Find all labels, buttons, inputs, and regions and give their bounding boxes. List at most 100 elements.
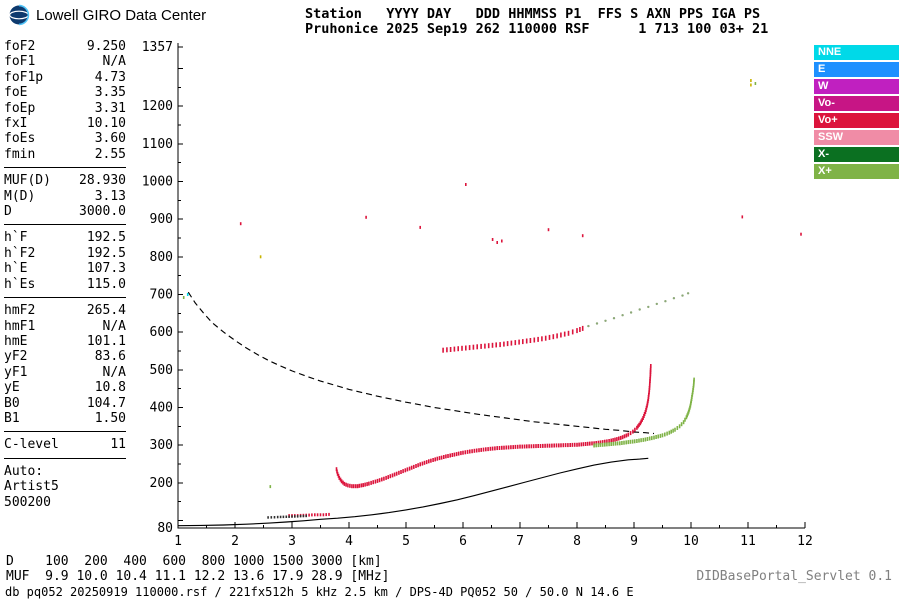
param-row-500200: 500200: [4, 495, 126, 510]
parameter-panel: foF2 9.250 foF1 N/A foF1p 4.73 foE 3.35 foEp 3.31…: [4, 39, 126, 510]
station-header-line1: Station YYYY DAY DDD HHMMSS P1 FFS S AXN…: [305, 6, 761, 22]
param-row-d: D 3000.0: [4, 204, 126, 219]
param-row-hes: h`Es 115.0: [4, 277, 126, 292]
param-label: hmF2: [4, 303, 36, 319]
svg-text:1200: 1200: [142, 99, 173, 114]
svg-text:900: 900: [150, 212, 173, 227]
param-row-hf2: h`F2 192.5: [4, 246, 126, 261]
legend-item-ssw: SSW: [814, 130, 899, 145]
divider-line: [4, 457, 126, 459]
svg-text:400: 400: [150, 401, 173, 416]
param-label: h`E: [4, 261, 28, 277]
param-value: 3.60: [94, 131, 126, 147]
svg-text:8: 8: [573, 534, 581, 549]
param-row-hmf1: hmF1 N/A: [4, 319, 126, 334]
param-row-b0: B0 104.7: [4, 396, 126, 411]
servlet-version-label: DIDBasePortal_Servlet 0.1: [696, 569, 892, 584]
param-label: D: [4, 204, 12, 220]
param-value: 192.5: [86, 230, 126, 246]
divider-line: [4, 297, 126, 299]
legend-item-x: X-: [814, 147, 899, 162]
legend-item-w: W: [814, 79, 899, 94]
param-row-b1: B1 1.50: [4, 411, 126, 426]
svg-text:200: 200: [150, 476, 173, 491]
param-value: 101.1: [86, 333, 126, 349]
param-row-auto: Auto:: [4, 464, 126, 479]
param-label: hmF1: [4, 318, 36, 334]
param-row-hf: h`F 192.5: [4, 230, 126, 245]
svg-text:500: 500: [150, 363, 173, 378]
param-label: B1: [4, 410, 20, 426]
giro-globe-icon: [9, 4, 30, 26]
param-label: yF2: [4, 349, 28, 365]
svg-text:3: 3: [288, 534, 296, 549]
svg-text:9: 9: [630, 534, 638, 549]
param-row-md: M(D) 3.13: [4, 189, 126, 204]
logo-text: Lowell GIRO Data Center: [36, 6, 207, 24]
param-value: 10.8: [94, 380, 126, 396]
svg-text:80: 80: [157, 521, 173, 536]
param-row-fof1p: foF1p 4.73: [4, 70, 126, 85]
svg-text:1000: 1000: [142, 175, 173, 190]
param-label: Artist5: [4, 479, 59, 495]
param-value: N/A: [102, 54, 126, 70]
param-row-fof1: foF1 N/A: [4, 54, 126, 69]
param-row-hme: hmE 101.1: [4, 334, 126, 349]
svg-text:5: 5: [402, 534, 410, 549]
param-row-foep: foEp 3.31: [4, 101, 126, 116]
param-row-he: h`E 107.3: [4, 261, 126, 276]
param-value: 192.5: [86, 245, 126, 261]
svg-text:4: 4: [345, 534, 353, 549]
legend-item-x: X+: [814, 164, 899, 179]
param-row-hmf2: hmF2 265.4: [4, 303, 126, 318]
param-label: M(D): [4, 188, 36, 204]
distance-row: D 100 200 400 600 800 1000 1500 3000 [km…: [6, 554, 382, 569]
param-row-yf2: yF2 83.6: [4, 349, 126, 364]
param-label: yF1: [4, 364, 28, 380]
param-label: yE: [4, 380, 20, 396]
param-row-fof2: foF2 9.250: [4, 39, 126, 54]
param-value: 11: [110, 437, 126, 453]
legend-item-nne: NNE: [814, 45, 899, 60]
param-row-fmin: fmin 2.55: [4, 147, 126, 162]
param-row-foe: foE 3.35: [4, 85, 126, 100]
svg-text:1100: 1100: [142, 137, 173, 152]
divider-line: [4, 224, 126, 226]
param-row-foes: foEs 3.60: [4, 131, 126, 146]
svg-text:7: 7: [516, 534, 524, 549]
param-row-mufd: MUF(D) 28.930: [4, 173, 126, 188]
param-label: foF1p: [4, 69, 44, 85]
param-row-ye: yE 10.8: [4, 380, 126, 395]
param-value: 4.73: [94, 69, 126, 85]
param-group: C-level 11: [4, 437, 126, 452]
param-row-clevel: C-level 11: [4, 437, 126, 452]
param-value: N/A: [102, 364, 126, 380]
param-label: C-level: [4, 437, 59, 453]
param-label: h`F: [4, 230, 28, 246]
svg-text:12: 12: [797, 534, 813, 549]
status-line: db pq052 20250919 110000.rsf / 221fx512h…: [5, 585, 634, 599]
param-value: N/A: [102, 318, 126, 334]
param-value: 83.6: [94, 349, 126, 365]
param-group: MUF(D) 28.930 M(D) 3.13 D 3000.0: [4, 173, 126, 219]
param-group: hmF2 265.4 hmF1 N/A hmE 101.1 yF2 83.6 yF1 N/A yE 1…: [4, 303, 126, 426]
param-label: h`Es: [4, 276, 36, 292]
legend-item-e: E: [814, 62, 899, 77]
svg-text:800: 800: [150, 250, 173, 265]
param-label: 500200: [4, 494, 51, 510]
legend-item-vo: Vo-: [814, 96, 899, 111]
muf-row: MUF 9.9 10.0 10.4 11.1 12.2 13.6 17.9 28…: [6, 569, 390, 584]
param-value: 115.0: [86, 276, 126, 292]
param-row-artist5: Artist5: [4, 479, 126, 494]
param-value: 3.31: [94, 100, 126, 116]
param-label: h`F2: [4, 245, 36, 261]
svg-text:700: 700: [150, 288, 173, 303]
param-group: Auto: Artist5 500200: [4, 464, 126, 510]
param-label: foEp: [4, 100, 36, 116]
param-label: foF1: [4, 54, 36, 70]
svg-text:2: 2: [231, 534, 239, 549]
param-value: 2.55: [94, 146, 126, 162]
